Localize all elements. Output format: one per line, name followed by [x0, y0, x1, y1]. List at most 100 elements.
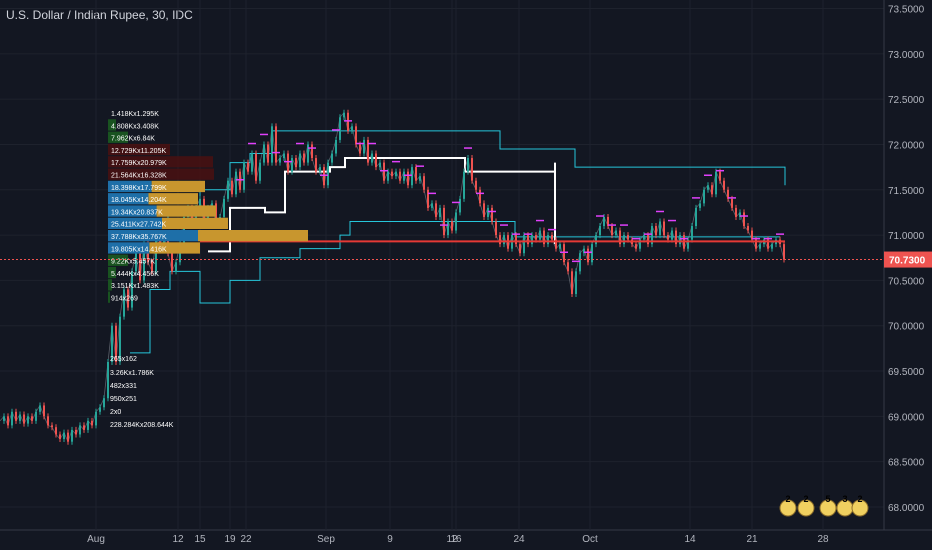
candle-body: [735, 207, 737, 217]
candle-body: [523, 235, 525, 254]
y-tick-label: 73.5000: [888, 5, 925, 16]
candle-body: [599, 226, 601, 236]
candle-body: [7, 416, 9, 426]
current-price-badge: [884, 251, 932, 268]
candle-body: [491, 207, 493, 222]
candle-body: [419, 176, 421, 181]
candle-body: [39, 405, 41, 412]
candle-body: [747, 226, 749, 231]
candle-body: [11, 411, 13, 426]
volume-profile-label: 3.26Kx1.786K: [110, 370, 154, 377]
volume-profile-label: 12.729Kx11.205K: [111, 148, 166, 155]
candle-body: [423, 176, 425, 190]
candle-body: [463, 171, 465, 199]
x-tick-label: 21: [746, 534, 758, 545]
candle-body: [367, 139, 369, 163]
candle-body: [567, 262, 569, 272]
volume-bar-sell: [156, 205, 216, 217]
candle-body: [175, 262, 177, 272]
volume-profile-label: 37.788Kx35.767K: [111, 234, 167, 241]
volume-bar-buy: [108, 180, 152, 193]
candle-body: [591, 244, 593, 263]
candle-body: [467, 158, 469, 172]
candle-body: [695, 207, 697, 227]
candle-body: [555, 239, 557, 249]
candle-body: [615, 230, 617, 236]
candle-body: [571, 271, 573, 294]
candle-body: [243, 162, 245, 190]
candle-body: [55, 427, 57, 435]
x-tick-label: 14: [684, 534, 696, 545]
x-tick-label: 28: [817, 534, 829, 545]
candle-body: [331, 153, 333, 163]
candle-body: [307, 144, 309, 163]
candle-body: [539, 230, 541, 240]
candle-body: [247, 162, 249, 172]
event-badge-count: 2: [857, 494, 862, 504]
candle-body: [459, 198, 461, 213]
candle-body: [275, 126, 277, 163]
candle-body: [495, 221, 497, 236]
candle-body: [115, 325, 117, 362]
candle-body: [343, 112, 345, 118]
candle-body: [451, 221, 453, 231]
candle-body: [263, 144, 265, 163]
candle-body: [59, 434, 61, 439]
candle-body: [659, 221, 661, 236]
candle-body: [251, 153, 253, 172]
candle-body: [363, 139, 365, 154]
candle-body: [731, 198, 733, 208]
volume-profile-label: 1.418Kx1.295K: [111, 111, 159, 118]
candle-body: [439, 207, 441, 217]
candle-body: [579, 253, 581, 272]
candle-body: [431, 203, 433, 208]
candle-body: [19, 414, 21, 421]
candle-body: [691, 226, 693, 240]
y-tick-label: 72.5000: [888, 95, 925, 106]
y-tick-label: 70.5000: [888, 276, 925, 287]
candle-body: [531, 235, 533, 245]
candle-body: [119, 316, 121, 362]
candle-body: [235, 171, 237, 195]
candle-body: [267, 144, 269, 163]
volume-bar: [108, 119, 116, 131]
candle-body: [207, 207, 209, 227]
candle-body: [515, 235, 517, 245]
event-badge: [851, 499, 869, 517]
volume-bar-sell: [151, 180, 205, 193]
volume-profile-label: 18.045Kx14.204K: [111, 197, 167, 204]
candle-body: [79, 425, 81, 435]
candle-body: [99, 407, 101, 412]
volume-bar: [108, 279, 112, 291]
y-tick-label: 68.5000: [888, 458, 925, 469]
candle-body: [327, 162, 329, 186]
candle-body: [627, 235, 629, 240]
event-badge-count: 3: [842, 494, 847, 504]
candle-body: [127, 289, 129, 308]
candle-body: [159, 239, 161, 245]
candle-body: [103, 398, 105, 408]
candle-body: [51, 425, 53, 428]
candle-body: [303, 153, 305, 163]
candle-body: [623, 235, 625, 245]
candle-body: [551, 235, 553, 240]
candle-body: [43, 405, 45, 417]
candle-body: [619, 230, 621, 245]
candle-body: [83, 425, 85, 430]
candle-body: [351, 126, 353, 131]
candle-body: [291, 158, 293, 172]
candle-body: [71, 429, 73, 442]
candle-body: [223, 198, 225, 217]
candle-body: [587, 248, 589, 263]
candle-body: [611, 226, 613, 236]
y-tick-label: 73.0000: [888, 50, 925, 61]
candle-body: [279, 158, 281, 163]
candle-body: [519, 244, 521, 254]
volume-bar: [108, 266, 116, 279]
volume-profile-label: 3.151Kx1.483K: [111, 283, 159, 290]
volume-profile-label: 265x162: [110, 356, 137, 363]
volume-profile-label: 9.22Kx5.457K: [111, 259, 155, 266]
candle-body: [471, 158, 473, 181]
